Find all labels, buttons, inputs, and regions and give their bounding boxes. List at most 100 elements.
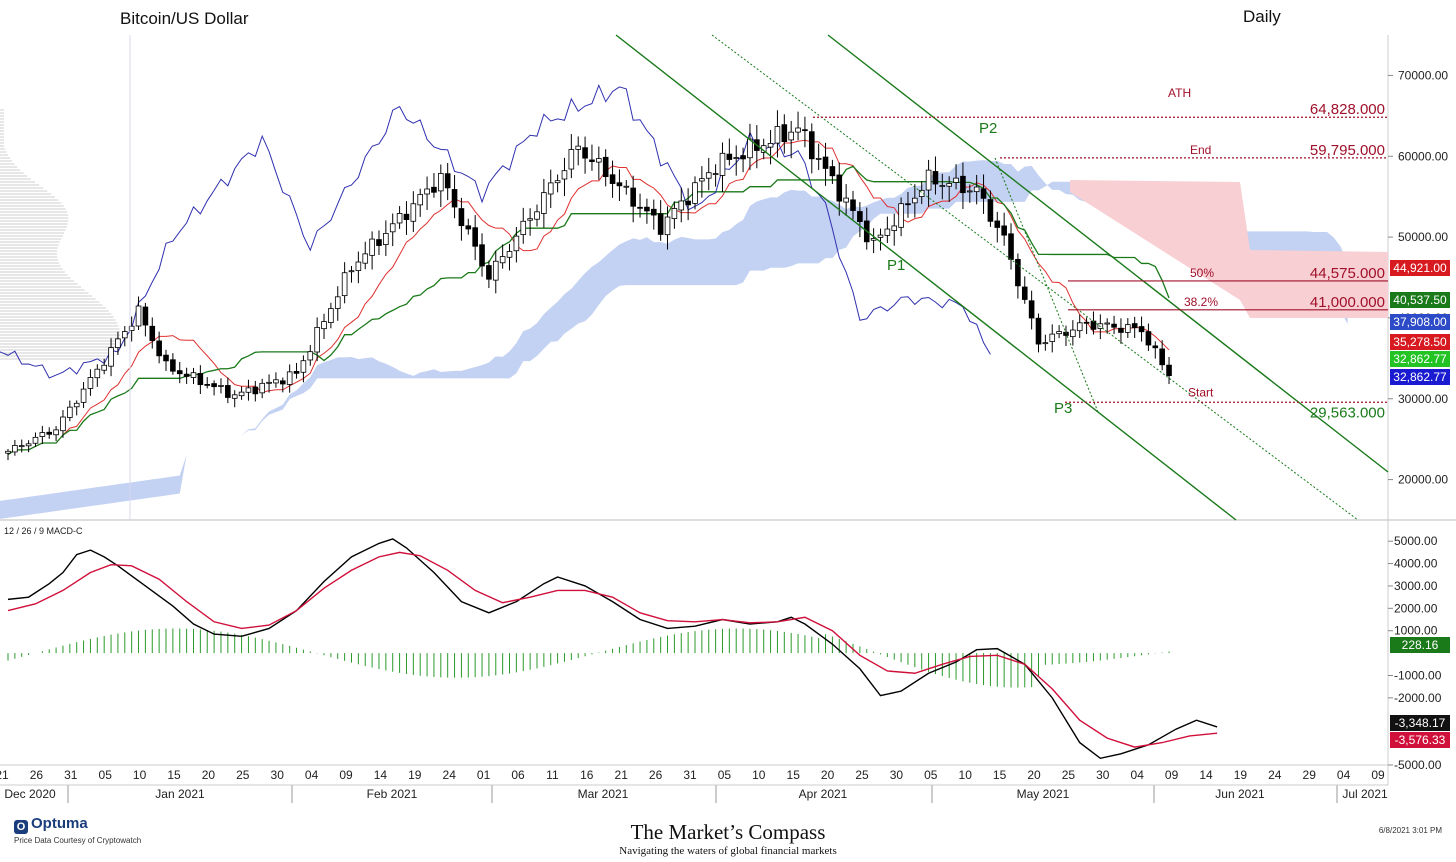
- candle-body: [699, 178, 705, 182]
- candle-body: [939, 185, 946, 187]
- macd-tag-label: -3,576.33: [1395, 733, 1446, 747]
- candle-body: [678, 200, 685, 211]
- candle-body: [1070, 329, 1076, 338]
- candle-body: [808, 131, 815, 160]
- candle-body: [12, 445, 18, 453]
- candle-body: [451, 189, 458, 208]
- candle-body: [712, 173, 719, 175]
- candle-body: [286, 371, 293, 385]
- macd-tag-label: -3,348.17: [1395, 716, 1446, 730]
- candle-body: [225, 385, 231, 398]
- candle-body: [231, 394, 238, 399]
- candle-body: [94, 368, 101, 379]
- candle-body: [444, 173, 451, 189]
- x-month-label: Feb 2021: [367, 787, 418, 801]
- y-tick-label: 60000.00: [1398, 149, 1448, 163]
- x-tick-label: 10: [959, 768, 973, 782]
- candle-body: [609, 174, 616, 184]
- candle-body: [602, 156, 609, 178]
- cloud-bearish-area: [1070, 180, 1388, 318]
- candle-body: [905, 203, 911, 206]
- level-value: 29,563.000: [1310, 404, 1385, 421]
- candle-body: [135, 305, 142, 327]
- candle-body: [1008, 233, 1014, 260]
- candle-body: [101, 364, 107, 371]
- price-tag-label: 37,908.00: [1393, 315, 1447, 329]
- x-tick-label: 24: [443, 768, 457, 782]
- candle-body: [431, 186, 437, 193]
- candle-body: [1056, 331, 1062, 335]
- x-tick-label: 14: [1199, 768, 1213, 782]
- candle-body: [197, 373, 204, 386]
- optuma-logo-icon: O: [14, 820, 28, 834]
- candle-body: [973, 186, 980, 193]
- candle-body: [1131, 323, 1138, 329]
- candle-body: [170, 359, 176, 372]
- x-tick-label: 30: [1096, 768, 1110, 782]
- x-tick-label: 09: [1371, 768, 1385, 782]
- candle-body: [891, 225, 898, 231]
- price-tag-label: 35,278.50: [1393, 335, 1447, 349]
- candle-body: [561, 170, 568, 180]
- x-month-label: Jul 2021: [1342, 787, 1388, 801]
- x-tick-label: 26: [30, 768, 44, 782]
- candle-body: [740, 155, 746, 160]
- candle-body: [1104, 322, 1111, 325]
- candle-body: [596, 158, 602, 163]
- candle-body: [218, 385, 224, 387]
- macd-line: [7, 538, 1218, 760]
- x-tick-label: 15: [787, 768, 801, 782]
- price-tag-label: 44,921.00: [1393, 261, 1447, 275]
- candle-body: [870, 238, 877, 241]
- candle-body: [128, 325, 135, 331]
- timeframe-label: Daily: [1243, 7, 1281, 26]
- candle-body: [1125, 324, 1131, 333]
- pivot-labels: P1 P2 P3: [887, 120, 1072, 417]
- macd-tag: [1390, 637, 1450, 653]
- x-tick-label: 21: [615, 768, 629, 782]
- candle-body: [499, 256, 506, 264]
- pivot-label: P3: [1054, 400, 1072, 417]
- x-month-label: Mar 2021: [578, 787, 629, 801]
- volume-profile: [0, 109, 120, 360]
- candle-body: [815, 157, 822, 160]
- candle-body: [664, 216, 671, 236]
- price-tag-label: 32,862.77: [1393, 352, 1447, 366]
- candle-body: [321, 321, 327, 330]
- x-tick-label: 05: [718, 768, 732, 782]
- candle-body: [616, 182, 623, 187]
- candle-body: [575, 145, 582, 150]
- level-label: End: [1190, 143, 1211, 157]
- candle-body: [486, 265, 492, 280]
- chart-title: Bitcoin/US Dollar: [120, 9, 249, 28]
- candle-body: [534, 211, 540, 220]
- pitchfork-median: [711, 34, 1359, 521]
- candle-body: [1001, 225, 1007, 236]
- candle-body: [156, 340, 162, 357]
- indicator-label: 12 / 26 / 9 MACD-C: [4, 526, 83, 536]
- ichimoku-cloud: [0, 160, 1388, 519]
- candle-body: [960, 175, 966, 194]
- candle-body: [472, 227, 478, 247]
- candle-body: [733, 157, 740, 159]
- candle-body: [266, 381, 272, 384]
- candle-body: [692, 182, 698, 204]
- price-tag: [1390, 351, 1450, 367]
- level-label: 38.2%: [1184, 295, 1218, 309]
- candle-body: [300, 360, 307, 373]
- publication-subtitle: Navigating the waters of global financia…: [619, 845, 837, 857]
- candle-body: [46, 431, 53, 435]
- price-tag: [1390, 292, 1450, 308]
- x-tick-label: 04: [1337, 768, 1351, 782]
- x-tick-label: 31: [64, 768, 78, 782]
- candle-body: [877, 234, 884, 238]
- candle-body: [211, 383, 217, 388]
- candle-body: [87, 377, 94, 389]
- macd-y-tick-label: -2000.00: [1394, 691, 1442, 705]
- candle-body: [1015, 259, 1021, 287]
- candle-body: [252, 386, 259, 395]
- macd-y-tick-label: 4000.00: [1394, 557, 1438, 571]
- pivot-label: P1: [887, 257, 905, 274]
- candle-body: [18, 445, 25, 448]
- level-value: 64,828.000: [1310, 101, 1385, 118]
